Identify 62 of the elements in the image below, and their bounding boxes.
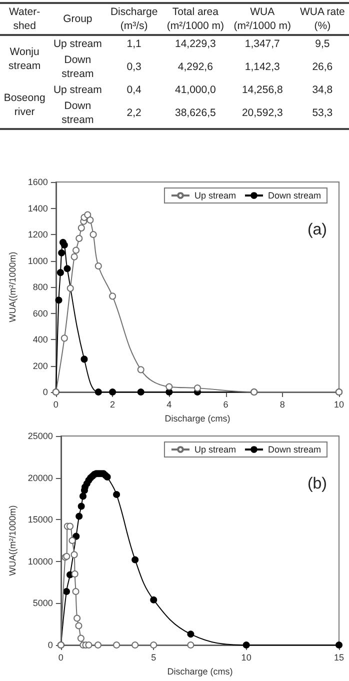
text: 0,4 [126,83,142,98]
y-tick-label: 1600 [28,177,48,187]
text: Boseong river [2,91,46,120]
x-tick-label: 10 [334,400,344,410]
text: 20,592,3 [240,106,284,121]
y-tick-label: 5000 [32,598,53,608]
x-tick-label: 4 [166,400,172,410]
annotation: (b) [307,476,328,492]
text: 1,1 [126,37,142,52]
y-tick-label: 200 [32,360,48,371]
x-tick-label: 0 [58,652,64,662]
text: Up stream [52,37,103,52]
text: 0,3 [126,60,142,75]
text: 4,292,6 [176,60,214,75]
y-axis-title: WUA((m²/1000m) [8,505,18,576]
category-label: WUA (m²/1000 m) [232,5,292,34]
category-label: Total area (m²/1000 m) [166,5,226,34]
y-tick-label: 0 [48,640,53,650]
y-tick-label: 1200 [28,230,48,240]
text: Down stream [60,99,95,128]
x-tick-label: 8 [280,400,285,410]
y-tick-label: 10000 [28,556,53,566]
text: 1,142,3 [244,60,281,75]
legend-label: Up stream [194,444,236,454]
category-label: Water- shed [8,5,42,34]
text: 38,626,5 [174,106,217,121]
legend-label: Up stream [194,190,236,200]
legend-label: Down stream [268,190,321,200]
category-label: Group [62,12,94,27]
y-tick-label: 20000 [28,472,53,483]
text: 41,000,0 [174,83,217,98]
x-tick-label: 2 [110,400,116,410]
text: 14,229,3 [174,37,217,52]
text: 14,256,8 [240,83,284,98]
y-tick-label: 1000 [28,256,48,266]
category-label: Discharge (m³/s) [109,5,159,34]
text: Wonju stream [8,45,42,74]
text: 9,5 [314,37,331,52]
text: 1,347,7 [244,37,281,52]
annotation: (a) [307,222,328,238]
x-tick-label: 6 [223,400,228,410]
x-axis-title: Discharge (cms) [164,413,230,424]
category-label: WUA rate (%) [298,5,346,34]
x-axis-title: Discharge (cms) [167,666,233,676]
y-tick-label: 15000 [28,514,53,525]
y-axis-title: WUA((m²/1000m) [8,252,18,322]
y-tick-label: 0 [42,387,48,397]
x-tick-label: 10 [241,652,252,662]
text: 34,8 [311,83,334,98]
text: Up stream [52,83,103,98]
text: Down stream [60,53,95,82]
y-tick-label: 25000 [28,431,53,441]
x-tick-label: 5 [151,652,156,662]
text: 2,2 [126,106,142,121]
y-tick-label: 800 [32,282,48,292]
legend-label: Down stream [268,444,321,454]
text: 53,3 [311,106,334,121]
text: 26,6 [311,60,334,75]
y-tick-label: 600 [32,308,48,318]
y-tick-label: 400 [32,334,48,344]
y-tick-label: 1400 [28,203,48,214]
x-tick-label: 15 [334,652,344,662]
